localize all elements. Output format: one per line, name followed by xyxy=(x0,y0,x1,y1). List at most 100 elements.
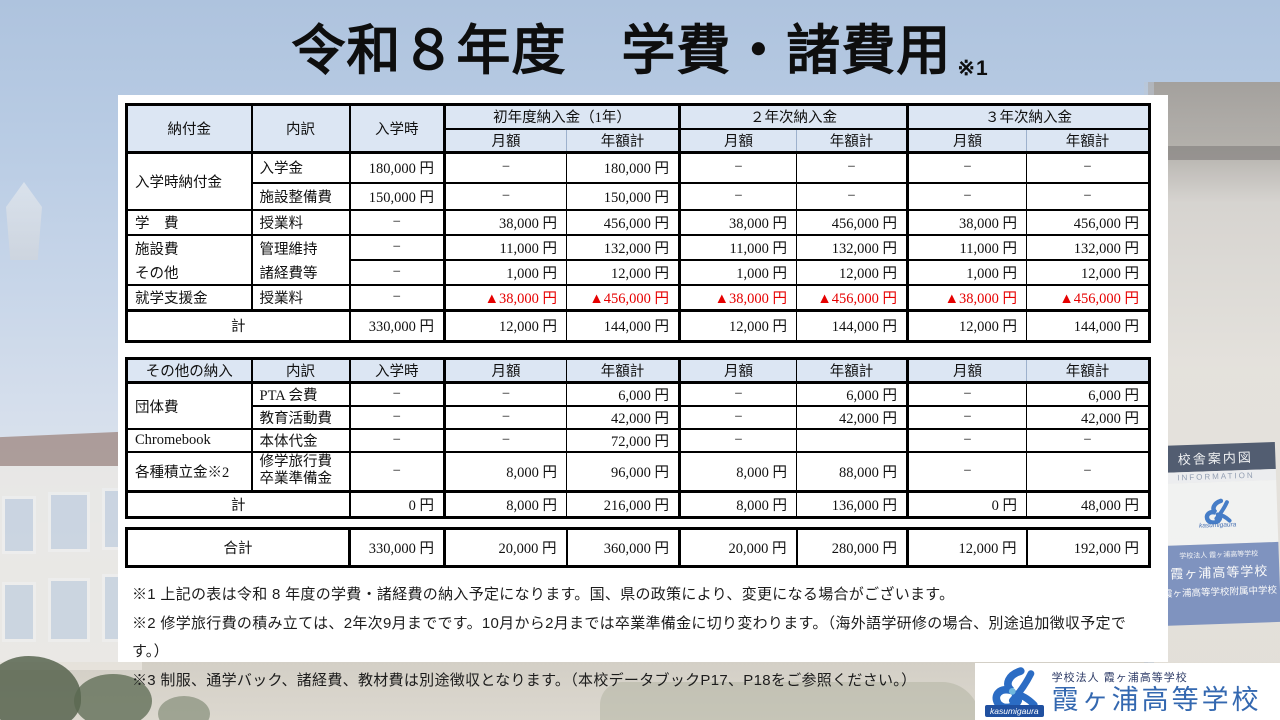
logo-ribbon-label: kasumigaura xyxy=(985,705,1044,717)
background-shrubs xyxy=(600,682,980,720)
footnote: ※1 上記の表は令和 8 年度の学費・諸経費の納入予定になります。国、県の政策に… xyxy=(132,586,955,603)
header-cell: 月額 xyxy=(443,127,567,152)
cell: 132,000 円 xyxy=(566,234,680,260)
cell: 11,000 円 xyxy=(906,234,1027,260)
cell: 20,000 円 xyxy=(678,527,797,567)
cell: 0 円 xyxy=(906,489,1027,517)
table-row: 施設費 管理維持 − 11,000 円 132,000 円 11,000 円 1… xyxy=(125,234,1150,260)
footnotes: ※1 上記の表は令和 8 年度の学費・諸経費の納入予定になります。国、県の政策に… xyxy=(132,581,1152,695)
cell: ▲38,000 円 xyxy=(678,284,797,310)
grand-total-table: 合計 330,000 円 20,000 円 360,000 円 20,000 円… xyxy=(125,527,1151,568)
cell: 1,000 円 xyxy=(678,259,797,285)
cell: 144,000 円 xyxy=(1026,308,1150,341)
cell: 学 費 xyxy=(125,209,252,235)
cell: PTA 会費 xyxy=(250,381,350,406)
cell: ▲456,000 円 xyxy=(796,284,908,310)
table-row: Chromebook 本体代金 − − 72,000 円 − − − xyxy=(125,428,1150,452)
cell: 12,000 円 xyxy=(796,259,908,285)
cell xyxy=(796,428,908,452)
cell: その他 xyxy=(125,260,252,285)
cell: 計 xyxy=(125,308,350,341)
cell: 0 円 xyxy=(348,489,445,517)
school-corp-name: 学校法人 霞ヶ浦高等学校 xyxy=(1051,671,1188,684)
page-title-text: 令和８年度 学費・諸費用 xyxy=(291,21,952,81)
cell-line: 卒業準備金 xyxy=(259,471,333,488)
cell: 団体費 xyxy=(125,381,252,429)
cell: 330,000 円 xyxy=(348,527,445,567)
header-cell: 月額 xyxy=(906,127,1027,152)
sign-logo-area: kasumigaura xyxy=(1156,479,1279,547)
cell: 入学時納付金 xyxy=(125,150,252,210)
grand-total-row: 合計 330,000 円 20,000 円 360,000 円 20,000 円… xyxy=(125,527,1150,567)
sign-logo-label: kasumigaura xyxy=(1198,520,1237,530)
header-cell: 内訳 xyxy=(250,357,350,383)
header-cell: 年額計 xyxy=(1026,357,1150,383)
cell: 授業料 xyxy=(250,284,350,310)
cell: − xyxy=(443,182,567,210)
page-title: 令和８年度 学費・諸費用 ※1 xyxy=(0,6,1280,85)
cell: 20,000 円 xyxy=(443,527,567,567)
table-row: 各種積立金※2 修学旅行費 卒業準備金 − 8,000 円 96,000 円 8… xyxy=(125,451,1150,491)
cell: 180,000 円 xyxy=(348,150,445,183)
cell: 就学支援金 xyxy=(125,284,252,310)
cell: − xyxy=(443,150,567,183)
sign-jhs-name: 霞ヶ浦高等学校附属中学校 xyxy=(1162,584,1278,600)
cell: ▲38,000 円 xyxy=(906,284,1027,310)
cell: 150,000 円 xyxy=(566,182,680,210)
cell: 360,000 円 xyxy=(565,527,680,567)
table-row: 入学時納付金 入学金 180,000 円 − 180,000 円 − − − − xyxy=(125,150,1150,210)
cell: − xyxy=(443,381,567,406)
cell: 144,000 円 xyxy=(796,308,908,341)
cell: 38,000 円 xyxy=(443,209,567,235)
cell: Chromebook xyxy=(125,428,252,452)
content-panel: 納付金 内訳 入学時 初年度納入金（1年） ２年次納入金 ３年次納入金 月額 年… xyxy=(118,95,1168,689)
cell: − xyxy=(678,150,797,183)
cell: 96,000 円 xyxy=(566,451,680,491)
cell: 修学旅行費 卒業準備金 xyxy=(250,451,350,491)
cell: 12,000 円 xyxy=(678,308,797,341)
cell: ▲456,000 円 xyxy=(1026,284,1150,310)
cell: 150,000 円 xyxy=(348,182,445,210)
cell: 42,000 円 xyxy=(566,405,680,429)
header-cell: 月額 xyxy=(443,357,567,383)
cell: 48,000 円 xyxy=(1026,489,1150,517)
header-cell: 年額計 xyxy=(796,127,908,152)
sign-school-names: 学校法人 霞ヶ浦高等学校 霞ヶ浦高等学校 霞ヶ浦高等学校附属中学校 xyxy=(1158,541,1280,627)
cell: 12,000 円 xyxy=(906,308,1027,341)
cell: 施設費 xyxy=(125,234,252,260)
footnote: ※3 制服、通学バック、諸経費、教材費は別途徴収となります。（本校データブックP… xyxy=(132,671,917,689)
header-cell: 月額 xyxy=(906,357,1027,383)
cell: − xyxy=(796,182,908,210)
cell: − xyxy=(348,428,445,452)
cell: 各種積立金※2 xyxy=(125,451,252,491)
page-title-note: ※1 xyxy=(957,57,989,80)
cell: − xyxy=(906,451,1027,491)
cell: 280,000 円 xyxy=(795,527,908,567)
cell: 本体代金 xyxy=(250,428,350,452)
cell: 88,000 円 xyxy=(796,451,908,491)
cell: 192,000 円 xyxy=(1025,527,1150,567)
table-row-subsidy: 就学支援金 授業料 − ▲38,000 円 ▲456,000 円 ▲38,000… xyxy=(125,284,1150,310)
cell: 12,000 円 xyxy=(443,308,567,341)
footnote: ※2 修学旅行費の積み立ては、2年次9月までです。10月から2月までは卒業準備金… xyxy=(132,614,1127,661)
cell: 教育活動費 xyxy=(250,405,350,429)
cell: ▲456,000 円 xyxy=(566,284,680,310)
table-row: その他 諸経費等 − 1,000 円 12,000 円 1,000 円 12,0… xyxy=(125,259,1150,285)
header-cell: 月額 xyxy=(678,357,797,383)
cell: − xyxy=(348,381,445,406)
cell: − xyxy=(906,405,1027,429)
cell: 38,000 円 xyxy=(906,209,1027,235)
pine-tree xyxy=(74,674,152,720)
cell: 42,000 円 xyxy=(796,405,908,429)
cell: 計 xyxy=(125,489,350,517)
table-header-row: その他の納入 内訳 入学時 月額 年額計 月額 年額計 月額 年額計 xyxy=(125,357,1150,383)
cell: 8,000 円 xyxy=(678,451,797,491)
cell: 456,000 円 xyxy=(566,209,680,235)
cell: − xyxy=(348,209,445,235)
table-subheader-row: 月額 年額計 月額 年額計 月額 年額計 xyxy=(127,127,1150,152)
cell: ▲38,000 円 xyxy=(443,284,567,310)
cell: − xyxy=(906,428,1027,452)
pine-tree xyxy=(158,696,210,720)
header-cell: 内訳 xyxy=(250,103,350,152)
